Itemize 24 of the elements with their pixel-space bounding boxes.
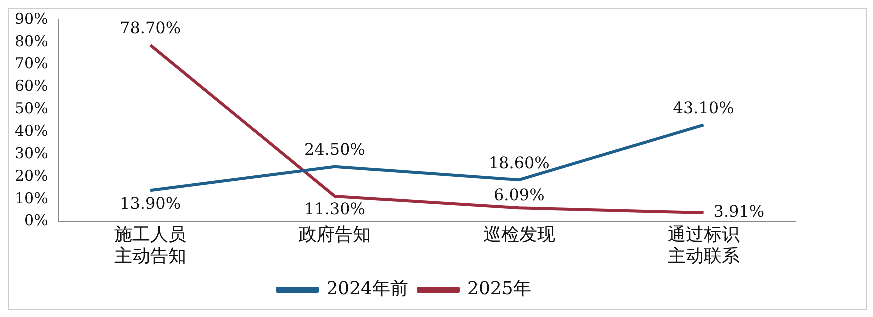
y-tick-label: 0% (24, 212, 48, 230)
legend-label: 2024年前 (326, 278, 409, 300)
y-tick-label: 20% (14, 166, 48, 185)
y-tick-label: 80% (14, 32, 48, 50)
y-tick-label: 50% (14, 100, 48, 118)
y-tick-label: 70% (14, 54, 48, 73)
y-tick-label: 30% (14, 144, 48, 162)
data-label: 24.50% (304, 140, 366, 160)
x-tick-label: 政府告知 (298, 224, 371, 246)
x-tick-label: 施工人员主动告知 (114, 224, 187, 267)
y-tick-label: 40% (14, 122, 48, 140)
y-tick-label: 10% (14, 189, 48, 208)
x-tick-label: 通过标识主动联系 (668, 224, 740, 267)
data-label: 18.60% (488, 153, 550, 172)
x-tick-label: 巡检发现 (483, 224, 556, 246)
y-tick-label: 90% (14, 10, 48, 28)
legend-label: 2025年 (468, 278, 532, 300)
data-label: 6.09% (494, 185, 545, 204)
y-tick-label: 60% (14, 77, 48, 96)
data-label: 11.30% (304, 200, 366, 219)
data-label: 78.70% (120, 18, 182, 38)
data-label: 3.91% (714, 202, 765, 222)
data-label: 43.10% (673, 98, 734, 118)
data-label: 13.90% (120, 194, 182, 213)
